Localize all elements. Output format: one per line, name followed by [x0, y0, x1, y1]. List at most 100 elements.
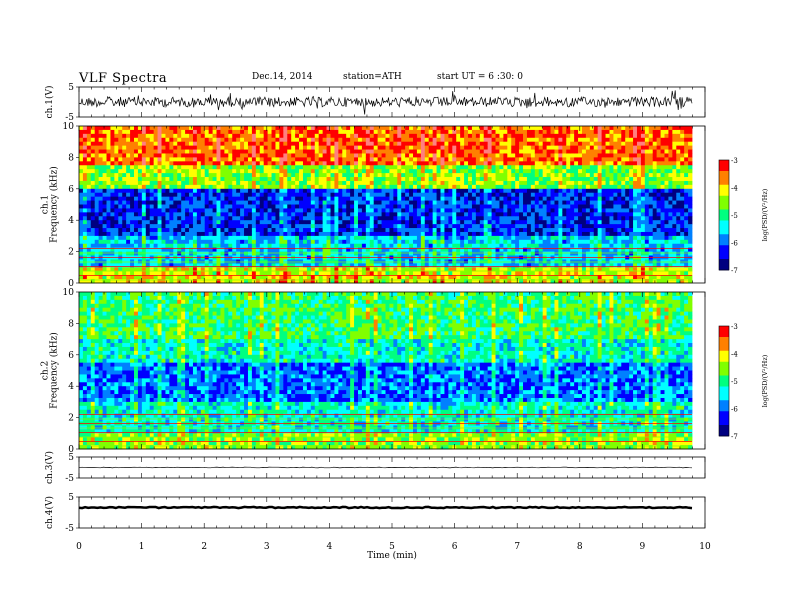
spectrogram-cell	[141, 188, 147, 194]
spectrogram-cell	[306, 259, 312, 264]
spectrogram-cell	[413, 145, 418, 150]
spectrogram-cell	[420, 169, 426, 174]
spectrogram-cell	[523, 192, 528, 198]
spectrogram-cell	[495, 243, 500, 249]
spectrogram-cell	[479, 267, 485, 272]
spectrogram-cell	[523, 228, 528, 233]
spectrogram-cell	[145, 239, 151, 245]
spectrogram-cell	[118, 263, 123, 268]
spectrogram-cell	[224, 224, 229, 229]
spectrogram-cell	[126, 271, 131, 276]
spectrogram-cell	[299, 126, 304, 131]
spectrogram-cell	[216, 200, 221, 205]
spectrogram-cell	[428, 177, 434, 182]
spectrogram-cell	[322, 267, 327, 272]
spectrogram-cell	[98, 192, 103, 198]
spectrogram-cell	[397, 243, 402, 249]
spectrogram-cell	[381, 161, 386, 166]
spectrogram-cell	[86, 157, 92, 162]
spectrogram-cell	[409, 247, 414, 253]
spectrogram-cell	[216, 161, 221, 166]
spectrogram-cell	[189, 149, 194, 154]
spectrogram-cell	[295, 145, 300, 150]
spectrogram-cell	[460, 220, 465, 225]
spectrogram-cell	[346, 129, 351, 135]
spectrogram-cell	[523, 216, 528, 221]
spectrogram-cell	[251, 275, 257, 280]
spectrogram-cell	[122, 259, 127, 264]
spectrogram-cell	[428, 235, 434, 241]
spectrogram-cell	[240, 208, 245, 213]
spectrogram-cell	[314, 157, 320, 162]
spectrogram-cell	[503, 137, 508, 143]
spectrogram-cell	[153, 184, 158, 190]
spectrogram-cell	[118, 200, 123, 205]
spectrogram-cell	[542, 247, 548, 253]
spectrogram-cell	[342, 204, 347, 209]
spectrogram-cell	[189, 259, 194, 264]
spectrogram-cell	[385, 173, 390, 178]
spectrogram-cell	[310, 235, 316, 241]
spectrogram-cell	[314, 173, 320, 178]
spectrogram-cell	[381, 126, 386, 131]
spectrogram-cell	[291, 149, 296, 154]
spectrogram-cell	[546, 196, 551, 201]
spectrogram-cell	[240, 251, 245, 256]
spectrogram-cell	[440, 165, 445, 170]
spectrogram-cell	[322, 231, 327, 237]
spectrogram-cell	[495, 224, 500, 229]
spectrogram-cell	[259, 184, 265, 190]
spectrogram-cell	[145, 208, 151, 213]
spectrogram-cell	[102, 208, 107, 213]
spectrogram-cell	[464, 220, 469, 225]
spectrogram-cell	[483, 177, 489, 182]
spectrogram-cell	[456, 184, 461, 190]
spectrogram-cell	[255, 173, 261, 178]
spectrogram-cell	[452, 216, 457, 221]
spectrogram-cell	[189, 267, 194, 272]
spectrogram-cell	[495, 165, 500, 170]
spectrogram-cell	[471, 188, 477, 194]
spectrogram-cell	[538, 161, 544, 166]
spectrogram-cell	[141, 157, 147, 162]
spectrogram-cell	[499, 247, 504, 253]
spectrogram-cell	[468, 271, 473, 276]
spectrogram-cell	[479, 141, 485, 147]
spectrogram-cell	[491, 184, 496, 190]
spectrogram-cell	[145, 212, 151, 217]
spectrogram-cell	[413, 137, 418, 143]
spectrogram-cell	[118, 165, 123, 170]
spectrogram-cell	[330, 196, 335, 201]
spectrogram-cell	[287, 263, 292, 268]
spectrogram-cell	[118, 243, 123, 249]
spectrogram-cell	[141, 180, 147, 186]
spectrogram-cell	[189, 169, 194, 174]
spectrogram-cell	[452, 180, 457, 186]
spectrogram-cell	[126, 251, 131, 256]
spectrogram-cell	[94, 200, 100, 205]
spectrogram-cell	[523, 180, 528, 186]
spectrogram-cell	[220, 228, 225, 233]
spectrogram-cell	[519, 137, 524, 143]
spectrogram-cell	[114, 263, 119, 268]
spectrogram-cell	[302, 145, 308, 150]
spectrogram-cell	[523, 239, 528, 245]
spectrogram-cell	[98, 145, 103, 150]
spectrogram-cell	[157, 180, 162, 186]
spectrogram-cell	[385, 208, 390, 213]
spectrogram-cell	[102, 133, 107, 139]
spectrogram-cell	[216, 173, 221, 178]
spectrogram-cell	[110, 251, 115, 256]
spectrogram-cell	[420, 141, 426, 147]
spectrogram-cell	[385, 192, 390, 198]
spectrogram-cell	[141, 247, 147, 253]
spectrogram-cell	[169, 216, 174, 221]
spectrogram-cell	[542, 251, 548, 256]
spectrogram-cell	[247, 279, 253, 284]
spectrogram-cell	[468, 153, 473, 158]
spectrogram-cell	[204, 188, 210, 194]
spectrogram-cell	[157, 243, 162, 249]
spectrogram-cell	[413, 224, 418, 229]
spectrogram-cell	[82, 239, 88, 245]
spectrogram-cell	[397, 259, 402, 264]
